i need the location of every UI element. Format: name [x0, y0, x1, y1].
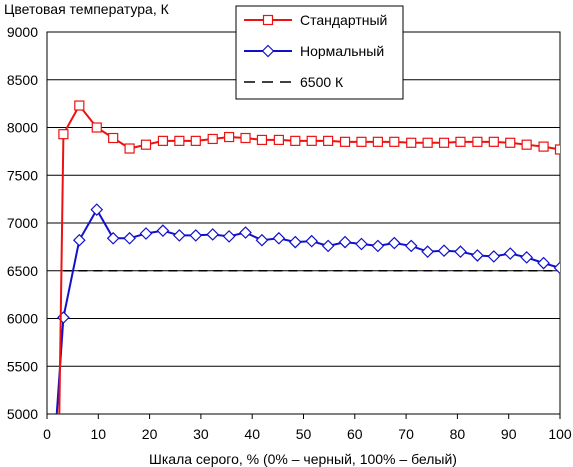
series-2-point	[156, 224, 170, 237]
series-1-point	[356, 136, 367, 147]
series-1-point	[372, 136, 383, 147]
x-tick-label-90: 90	[501, 426, 517, 442]
series-2-point	[421, 245, 434, 258]
x-tick-label-10: 10	[91, 426, 107, 442]
series-2-point	[57, 311, 70, 324]
series-2-point	[404, 239, 418, 253]
x-tick-label-20: 20	[142, 426, 158, 442]
series-2-point	[487, 250, 501, 263]
series-1	[58, 100, 560, 414]
series-2-point	[321, 239, 335, 253]
series-1-point	[124, 143, 135, 154]
legend-marker-1	[262, 14, 274, 26]
legend: Стандартный Нормальный 6500 К	[235, 5, 404, 100]
x-tick-label-0: 0	[43, 426, 51, 442]
x-axis-label: Шкала серого, % (0% – черный, 100% – бел…	[149, 451, 457, 467]
y-axis-label: Цветовая температура, К	[4, 1, 170, 17]
series-2-point	[72, 233, 86, 247]
series-2	[55, 203, 560, 414]
series-2-point	[520, 251, 534, 264]
series-2-point	[338, 235, 352, 249]
legend-label-2: Нормальный	[300, 43, 384, 59]
series-1-point	[438, 137, 450, 148]
series-1-point	[240, 132, 251, 144]
series-2-point	[189, 229, 203, 242]
series-2-point	[553, 261, 560, 275]
series-2-point	[503, 247, 517, 260]
series-1-point	[455, 136, 466, 147]
series-2-point	[272, 231, 286, 245]
series-1-point	[323, 135, 334, 146]
series-1-point	[207, 133, 218, 145]
series-1-point	[472, 136, 483, 147]
series-2-point	[454, 245, 467, 258]
y-axis-ticks: 5000 5500 6000 6500 7000 7500 8000 8500 9000	[7, 24, 38, 422]
y-tick-label-6000: 6000	[7, 311, 38, 327]
series-2-point	[305, 234, 319, 248]
series-1-point	[174, 135, 185, 146]
series-1-point	[91, 122, 102, 133]
series-2-point	[139, 227, 153, 240]
series-2-point	[255, 233, 269, 247]
series-2-point	[355, 237, 368, 251]
series-1-point	[224, 131, 235, 143]
series-2-point	[123, 231, 136, 245]
series-2-point	[371, 239, 385, 253]
y-tick-label-6500: 6500	[7, 263, 38, 279]
series-2-point	[206, 228, 220, 241]
series-1-point	[488, 136, 499, 147]
series-1-point	[108, 132, 119, 144]
y-tick-label-8500: 8500	[7, 72, 38, 88]
x-axis-ticks: 0 10 20 30 40 50 60 70 80 90 100	[43, 414, 572, 442]
x-tick-label-50: 50	[296, 426, 312, 442]
series-1-point	[74, 100, 85, 111]
series-layer	[55, 100, 560, 414]
series-1-point	[58, 129, 69, 140]
series-1-point	[422, 137, 433, 148]
series-1-point	[273, 134, 284, 146]
series-1-point	[190, 135, 201, 146]
x-tick-label-80: 80	[450, 426, 466, 442]
series-2-point	[173, 229, 186, 242]
series-1-point	[339, 136, 351, 147]
series-2-point	[437, 244, 451, 258]
y-tick-label-5000: 5000	[7, 406, 38, 422]
x-tick-label-70: 70	[398, 426, 414, 442]
series-2-point	[471, 249, 484, 262]
x-tick-label-40: 40	[244, 426, 260, 442]
series-2-point	[222, 230, 236, 243]
y-tick-label-5500: 5500	[7, 358, 38, 374]
series-1-point	[554, 144, 560, 155]
legend-marker-2	[261, 44, 275, 58]
series-1-point	[290, 135, 301, 146]
series-1-point	[538, 141, 549, 152]
y-tick-label-7000: 7000	[7, 215, 38, 231]
y-tick-label-7500: 7500	[7, 167, 38, 183]
series-1-point	[306, 135, 317, 146]
x-tick-label-30: 30	[193, 426, 209, 442]
legend-label-3: 6500 К	[300, 74, 344, 90]
series-1-point	[256, 134, 268, 146]
series-1-point	[140, 139, 152, 150]
series-2-point	[288, 235, 302, 249]
legend-label-1: Стандартный	[300, 12, 387, 28]
series-1-point	[406, 137, 417, 148]
series-2-point	[239, 226, 252, 239]
series-2-point	[90, 203, 104, 216]
y-tick-label-8000: 8000	[7, 120, 38, 136]
series-2-point	[106, 231, 120, 245]
x-tick-label-100: 100	[548, 426, 572, 442]
series-2-point	[387, 236, 401, 250]
series-1-point	[157, 135, 169, 146]
series-1-point	[505, 137, 516, 148]
series-2-point	[537, 256, 550, 270]
series-1-point	[521, 139, 532, 150]
x-tick-label-60: 60	[347, 426, 363, 442]
y-tick-label-9000: 9000	[7, 24, 38, 40]
series-1-point	[389, 136, 400, 147]
